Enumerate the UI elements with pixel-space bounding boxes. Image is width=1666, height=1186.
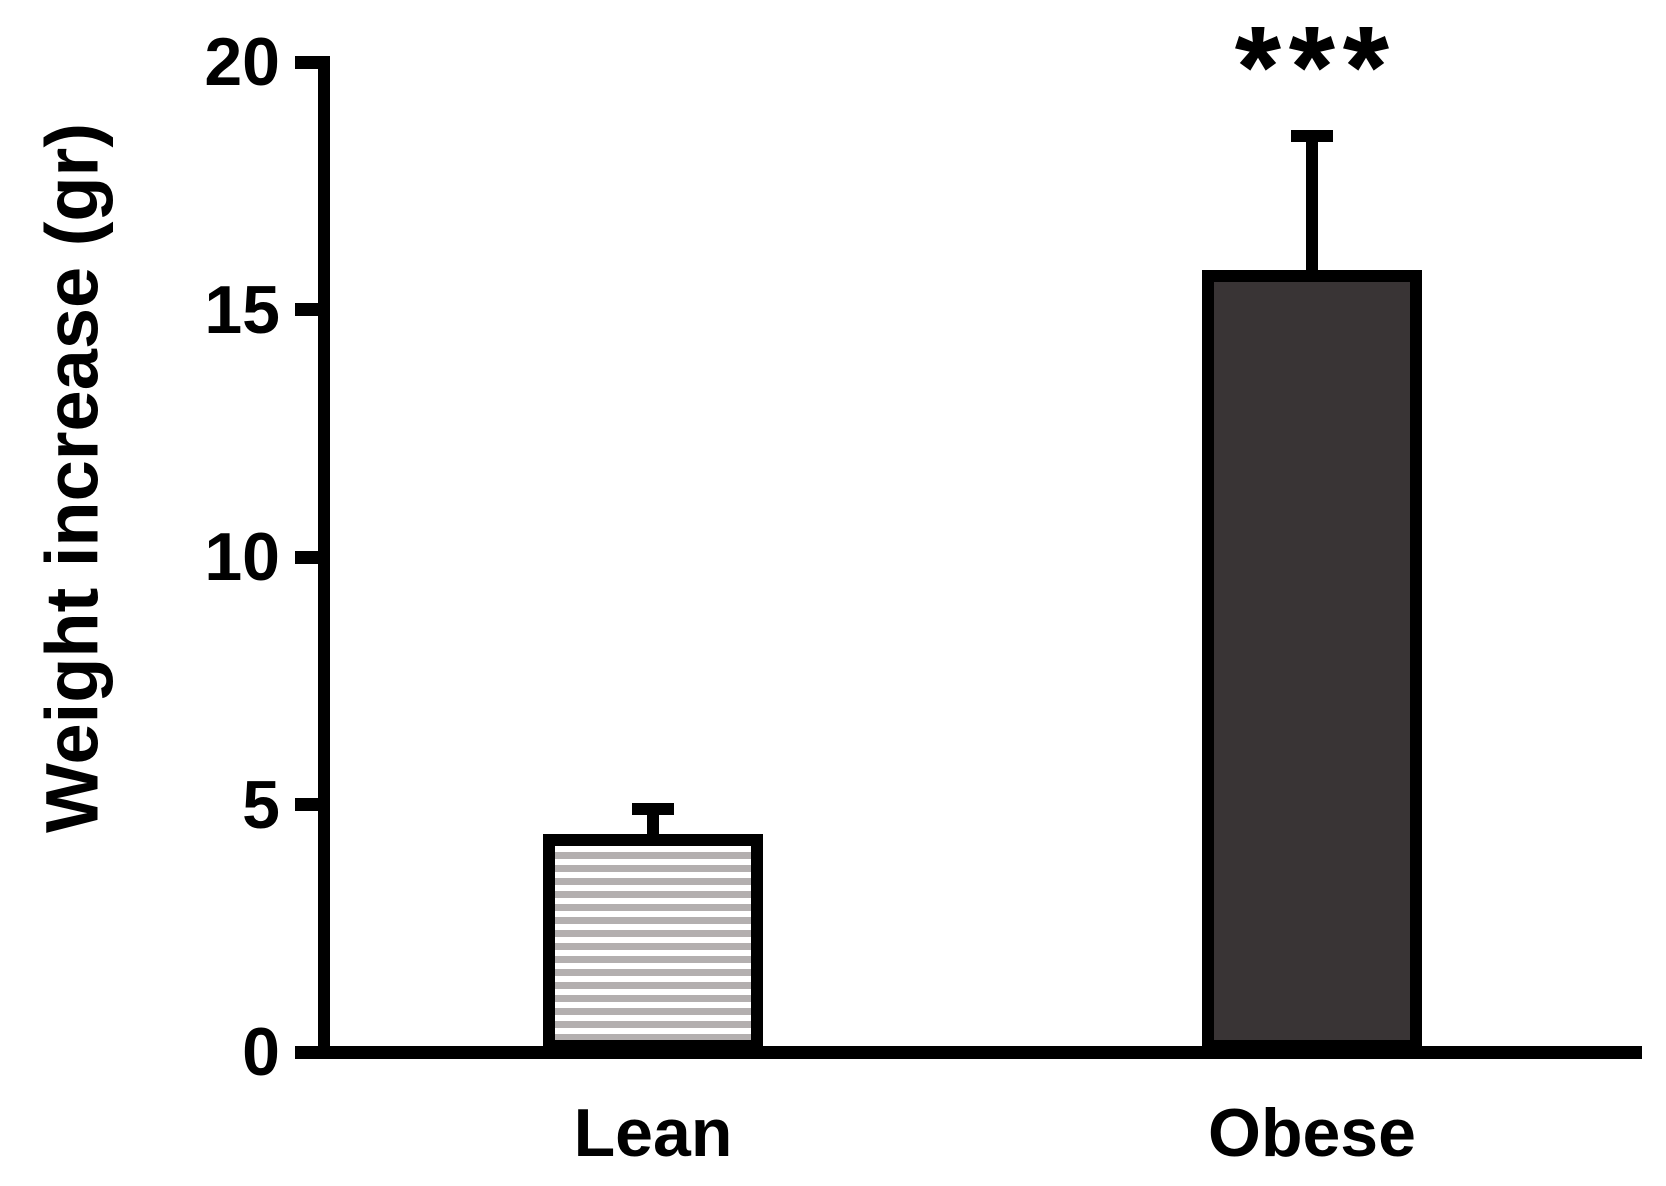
bar-obese bbox=[1202, 269, 1422, 1052]
x-label-obese: Obese bbox=[1208, 1095, 1416, 1171]
y-tick-10 bbox=[295, 550, 319, 564]
y-tick-label-5: 5 bbox=[242, 766, 280, 843]
y-tick-20 bbox=[295, 55, 319, 69]
y-tick-label-20: 20 bbox=[204, 24, 280, 100]
y-tick-label-15: 15 bbox=[204, 271, 280, 348]
x-label-lean: Lean bbox=[573, 1095, 733, 1171]
error-bar-stem-lean bbox=[647, 809, 659, 841]
y-tick-5 bbox=[295, 798, 319, 811]
error-bar-cap-lean bbox=[632, 803, 674, 816]
bar-lean bbox=[543, 834, 763, 1052]
y-tick-15 bbox=[295, 303, 319, 316]
y-tick-label-0: 0 bbox=[242, 1014, 280, 1090]
x-axis-line bbox=[295, 1046, 1642, 1059]
y-axis-line bbox=[318, 56, 330, 1059]
error-bar-stem-obese bbox=[1306, 136, 1318, 276]
y-tick-0 bbox=[295, 1045, 319, 1059]
significance-stars bbox=[1235, 26, 1389, 72]
y-axis-title: Weight increase (gr) bbox=[30, 122, 114, 834]
y-tick-label-10: 10 bbox=[204, 519, 280, 595]
error-bar-cap-obese bbox=[1291, 130, 1333, 143]
